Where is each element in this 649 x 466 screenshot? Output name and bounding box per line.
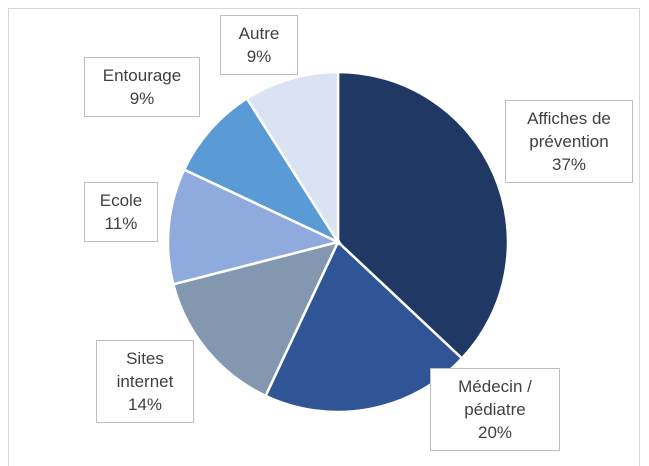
data-label: Ecole 11% [84,182,158,242]
value-label: 37% [551,155,587,174]
category-name: Ecole [99,191,143,210]
data-label: Affiches de prévention 37% [505,100,633,183]
category-name: Entourage [102,66,182,85]
pie-slice [245,70,340,247]
category-name: Autre [238,24,280,43]
pie-slice [182,96,342,245]
pie-slice [336,70,510,361]
value-label: 14% [127,395,163,414]
pie-slice [171,240,341,398]
data-label: Sites internet 14% [96,340,194,423]
value-label: 20% [477,423,513,442]
category-name: Médecin / pédiatre [458,377,532,419]
data-label: Médecin / pédiatre 20% [430,368,560,451]
data-label: Autre 9% [220,15,298,75]
value-label: 9% [246,47,272,66]
value-label: 11% [104,214,138,233]
category-name: Sites internet [116,349,174,391]
pie-slice [166,167,342,286]
data-label: Entourage 9% [84,57,200,117]
chart-frame [8,8,640,466]
category-name: Affiches de prévention [527,109,611,151]
value-label: 9% [129,89,155,108]
